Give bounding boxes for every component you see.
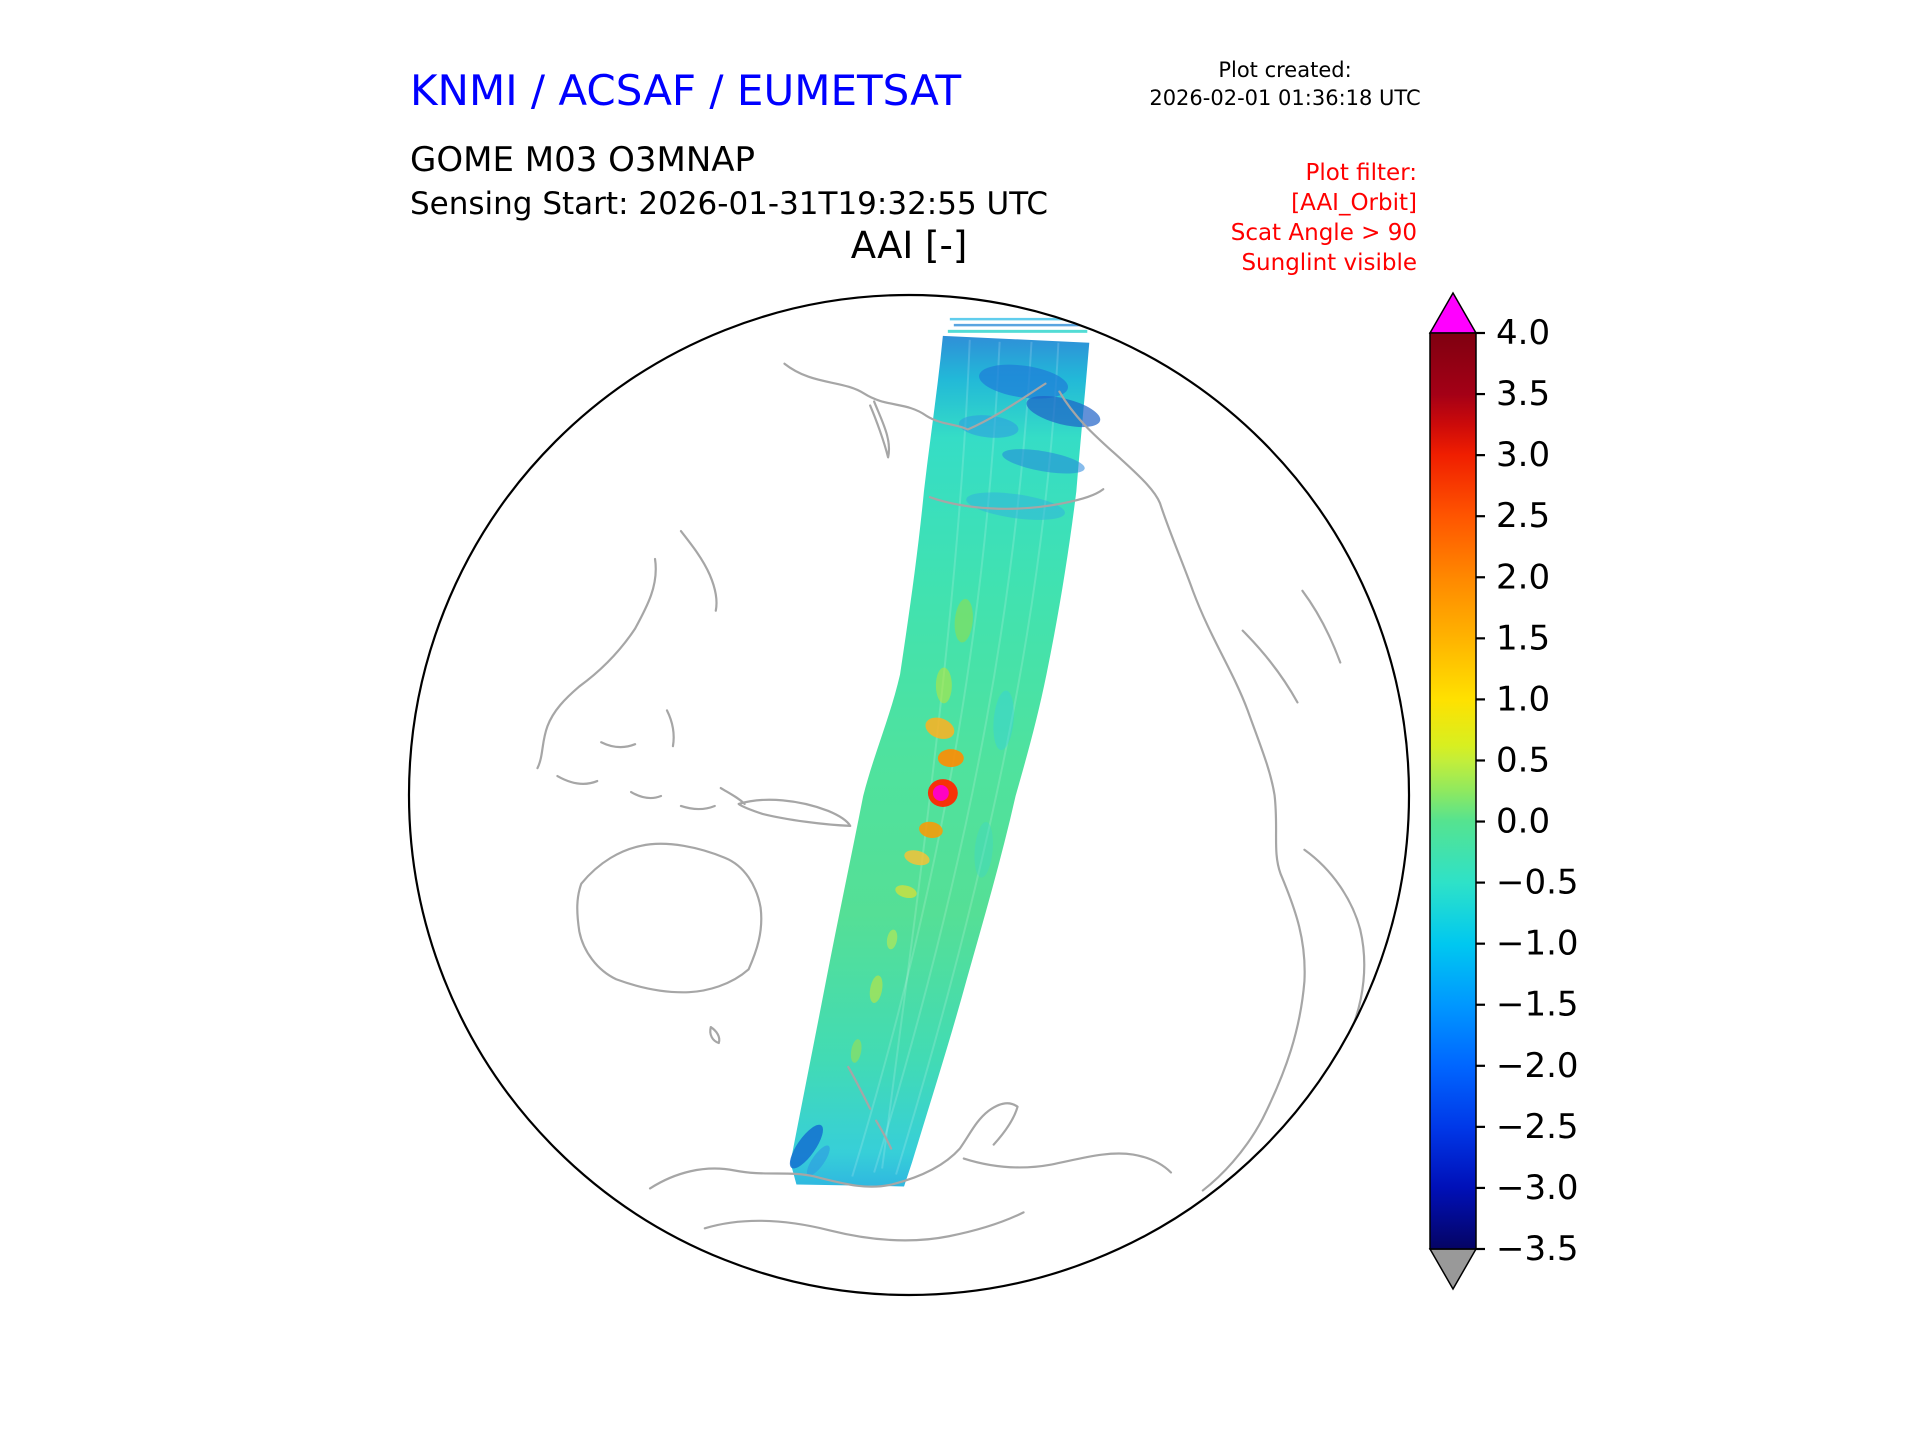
coastline-path <box>576 842 763 994</box>
swath-feature <box>1002 449 1085 474</box>
coastline-path <box>928 488 1105 510</box>
swath-feature <box>869 975 883 1003</box>
colorbar-tick-label: 2.5 <box>1496 496 1550 536</box>
coastline-path <box>1303 848 1366 1035</box>
plot-created-label: Plot created: <box>1218 58 1352 82</box>
coastline-path <box>962 1152 1173 1174</box>
plot-filter-line4: Sunglint visible <box>1241 250 1417 276</box>
globe-outline <box>407 293 1411 1297</box>
colorbar-tick-label: −3.0 <box>1496 1168 1579 1208</box>
swath-scanline <box>947 329 1088 333</box>
colorbar-tick-label: 0.5 <box>1496 740 1550 780</box>
coastline-path <box>536 557 657 770</box>
colorbar-under-arrow <box>1428 1248 1478 1291</box>
swath-feature <box>895 885 917 899</box>
swath-feature <box>850 1039 862 1063</box>
coastline-path <box>847 1065 872 1110</box>
swath-feature <box>806 1145 830 1176</box>
swath-scanline <box>949 317 1088 321</box>
colorbar-tick-label: −2.0 <box>1496 1046 1579 1086</box>
coastline-path <box>1241 629 1299 704</box>
coastline-path <box>703 1211 1025 1242</box>
orthographic-globe-svg <box>407 293 1411 1297</box>
colorbar-tick-label: −3.5 <box>1496 1229 1579 1269</box>
colorbar-tick-label: 2.0 <box>1496 557 1550 597</box>
swath-striation <box>851 341 1001 1177</box>
colorbar-over-arrow <box>1428 291 1478 334</box>
coastline-path <box>630 790 663 800</box>
coastline-path <box>665 709 675 748</box>
colorbar-tick-label: 4.0 <box>1496 313 1550 353</box>
coastline-path <box>600 741 637 749</box>
swath-feature <box>886 929 898 950</box>
plot-filter-line2: [AAI_Orbit] <box>1291 190 1417 216</box>
colorbar-tick-label: −2.5 <box>1496 1107 1579 1147</box>
aai-orbit-swath <box>789 317 1101 1187</box>
swath-feature <box>974 821 993 878</box>
plot-created-block: Plot created: 2026-02-01 01:36:18 UTC <box>1140 56 1430 112</box>
colorbar-tick-label: 3.0 <box>1496 435 1550 475</box>
swath-feature <box>932 785 949 801</box>
colorbar-bar <box>1429 332 1477 1250</box>
colorbar-tick-label: −1.0 <box>1496 924 1579 964</box>
agency-title: KNMI / ACSAF / EUMETSAT <box>410 66 962 115</box>
colorbar: 4.0 3.5 3.0 2.5 2.0 1.5 1.0 0.5 0.0 −0.5 −1.0 −1.5 −… <box>1422 280 1652 1310</box>
colorbar-tick-label: −1.5 <box>1496 985 1579 1025</box>
colorbar-tick-label: 3.5 <box>1496 374 1550 414</box>
swath-feature <box>935 667 952 704</box>
plot-created-timestamp: 2026-02-01 01:36:18 UTC <box>1149 86 1421 110</box>
colorbar-svg: 4.0 3.5 3.0 2.5 2.0 1.5 1.0 0.5 0.0 −0.5 −1.0 −1.5 −… <box>1428 291 1579 1291</box>
product-title: GOME M03 O3MNAP <box>410 140 756 180</box>
coastline-path <box>869 400 891 459</box>
swath-feature <box>1026 395 1101 428</box>
swath-striation <box>895 342 1060 1175</box>
sensing-start: Sensing Start: 2026-01-31T19:32:55 UTC <box>410 186 1048 222</box>
coastline-path <box>556 774 599 785</box>
plot-title: AAI [-] <box>850 224 968 267</box>
colorbar-tick-label: 0.0 <box>1496 802 1550 842</box>
coastlines <box>536 362 1366 1242</box>
swath-feature <box>904 850 930 866</box>
swath-scanline <box>953 323 1086 327</box>
coastline-path <box>1058 390 1306 1192</box>
coastline-path <box>679 529 718 612</box>
plot-filter-line1: Plot filter: <box>1305 160 1417 186</box>
coastline-path <box>1301 589 1342 664</box>
colorbar-tick-label: 1.0 <box>1496 679 1550 719</box>
globe-map <box>406 292 1412 1298</box>
swath-striation <box>873 341 1033 1173</box>
swath-feature <box>954 598 973 643</box>
swath-feature <box>979 364 1068 399</box>
swath-feature <box>937 749 964 768</box>
swath-feature <box>966 492 1065 520</box>
coastline-path <box>679 804 716 811</box>
swath-feature <box>958 415 1019 438</box>
colorbar-tick-label: 1.5 <box>1496 618 1550 658</box>
coastline-path <box>875 1119 893 1150</box>
plot-filter-block: Plot filter: [AAI_Orbit] Scat Angle > 90… <box>1231 158 1417 278</box>
colorbar-tick-label: −0.5 <box>1496 863 1579 903</box>
swath-feature <box>919 821 943 838</box>
coastline-path <box>709 1025 721 1045</box>
coastline-path <box>783 362 1047 431</box>
coastline-path <box>648 1102 1019 1190</box>
swath-feature <box>925 717 955 739</box>
plot-filter-line3: Scat Angle > 90 <box>1230 220 1417 246</box>
swath-feature <box>789 1124 823 1169</box>
coastline-path <box>737 798 852 827</box>
swath-feature <box>993 690 1014 751</box>
